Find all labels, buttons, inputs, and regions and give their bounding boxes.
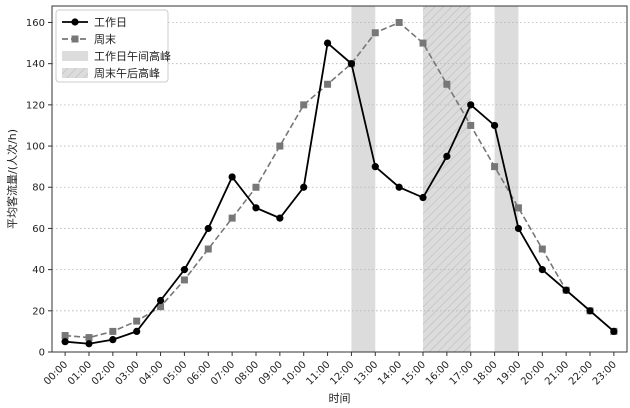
y-tick-label: 80 [32,183,45,194]
legend-swatch-hatch [62,68,88,78]
data-point [300,183,308,191]
data-point [467,121,475,129]
data-point [562,286,570,294]
legend-swatch [62,51,88,61]
data-point [133,327,141,336]
data-point [204,224,212,233]
peak-bands [351,6,519,352]
legend-label: 周末 [94,32,116,46]
y-tick-label: 120 [26,100,45,111]
x-tick-label: 21:00 [543,359,571,387]
data-point [61,332,69,340]
data-point [180,276,188,284]
data-point [538,245,546,253]
x-tick-label: 15:00 [400,359,428,387]
data-point [85,334,93,342]
data-point [300,101,308,109]
data-point [443,152,451,160]
x-tick-label: 09:00 [257,359,285,387]
data-point [347,60,356,68]
legend-label: 工作日 [94,16,127,29]
x-tick-label: 01:00 [66,359,94,387]
legend-label: 周末午后高峰 [94,66,160,80]
x-tick-label: 04:00 [138,359,166,387]
data-point [204,245,212,253]
legend-marker [71,18,79,26]
y-tick-label: 100 [26,142,45,153]
data-point [157,303,165,311]
peak-band-hatch [423,6,471,352]
x-tick-label: 13:00 [352,359,380,387]
plot-frame [51,5,628,353]
data-point [467,101,475,109]
data-point [371,163,379,171]
data-point [180,266,189,274]
data-point [276,214,284,222]
x-tick-label: 02:00 [90,359,118,387]
data-point [156,296,165,305]
series [61,18,618,348]
x-tick-label: 05:00 [161,359,189,387]
data-point [419,39,427,47]
data-point [133,317,141,325]
data-point [419,193,427,202]
x-axis-label: 时间 [329,392,351,405]
x-tick-label: 20:00 [519,359,547,387]
y-axis-label: 平均客流量/(人次/h) [5,129,19,229]
data-point [61,338,69,346]
data-point [324,80,332,88]
y-tick-label: 20 [32,306,45,317]
data-point [514,224,523,233]
x-tick-label: 22:00 [567,359,595,387]
data-point [228,214,236,222]
data-point [538,266,546,274]
y-tick-label: 40 [32,265,45,276]
data-point [276,142,284,150]
x-tick-label: 14:00 [376,359,404,387]
x-tick-label: 16:00 [424,359,452,387]
x-tick-label: 23:00 [591,359,619,387]
data-point [252,204,260,212]
y-tick-label: 0 [39,348,45,359]
data-point [586,307,594,315]
x-tick-label: 18:00 [472,359,500,387]
x-tick-label: 07:00 [209,359,237,387]
x-tick-label: 17:00 [448,359,476,387]
data-point [228,173,236,181]
x-tick-label: 00:00 [42,359,70,387]
peak-band [351,6,376,352]
data-point [109,327,117,335]
series-line [65,21,615,339]
x-tick-label: 11:00 [305,359,333,387]
legend-box [55,9,169,83]
y-tick-label: 140 [26,59,45,70]
x-tick-label: 19:00 [495,359,523,387]
data-point [610,327,618,336]
y-tick-label: 160 [26,18,45,29]
x-tick-label: 10:00 [281,359,309,387]
data-point [252,183,260,191]
data-point [395,18,403,26]
data-point [109,336,117,344]
y-tick-label: 60 [32,224,45,235]
legend-label: 工作日午间高峰 [94,49,171,63]
x-tick-label: 08:00 [233,359,261,387]
data-point [395,183,403,191]
data-point [490,121,499,130]
x-tick-label: 03:00 [114,359,142,387]
data-point [491,163,499,171]
x-tick-label: 12:00 [328,359,356,387]
data-point [371,29,379,37]
series-line [65,41,615,345]
legend-marker [71,35,79,43]
x-tick-label: 06:00 [185,359,213,387]
data-point [323,39,332,47]
data-point [443,80,451,88]
data-point [85,340,93,348]
data-point [514,204,522,212]
